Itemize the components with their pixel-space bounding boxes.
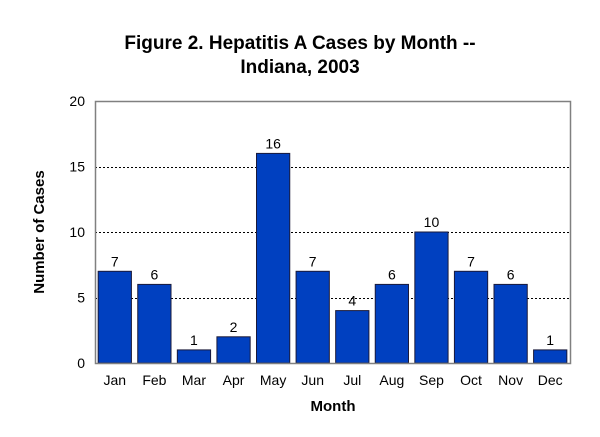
bar-oct	[453, 270, 489, 364]
bars	[97, 152, 568, 364]
x-tick-feb: Feb	[142, 372, 166, 388]
data-label-nov: 6	[507, 266, 515, 282]
chart-title-line-1: Figure 2. Hepatitis A Cases by Month --	[124, 33, 475, 54]
data-label-jul: 4	[348, 293, 356, 309]
x-tick-sep: Sep	[419, 372, 444, 388]
bar-nov	[493, 283, 528, 364]
bar-feb	[137, 283, 172, 364]
y-tick-15: 15	[69, 159, 85, 175]
bar-jan	[97, 270, 132, 364]
bar-apr	[216, 336, 251, 364]
bar-jun	[295, 270, 330, 364]
bar-dec	[533, 349, 568, 364]
bar-sep	[414, 231, 449, 364]
bar-aug	[374, 283, 409, 364]
gridlines	[95, 167, 570, 299]
data-labels: 7 6 1 2 16 7 4 6 10 7 6 1	[111, 135, 554, 348]
x-axis-label: Month	[311, 398, 356, 415]
x-tick-dec: Dec	[538, 372, 563, 388]
y-tick-10: 10	[69, 224, 85, 240]
data-label-feb: 6	[150, 266, 158, 282]
data-label-dec: 1	[546, 332, 554, 348]
data-label-jun: 7	[309, 253, 317, 269]
data-label-jan: 7	[111, 253, 119, 269]
bar-mar	[176, 349, 212, 364]
y-tick-labels: 0 5 10 15 20	[69, 93, 85, 371]
plot-border	[94, 100, 572, 365]
bar-may	[256, 152, 291, 364]
x-tick-labels: Jan Feb Mar Apr May Jun Jul Aug Sep Oct Nov Dec	[104, 372, 563, 388]
x-tick-mar: Mar	[182, 372, 206, 388]
data-label-aug: 6	[388, 266, 396, 282]
y-axis-label: Number of Cases	[31, 170, 48, 293]
y-tick-0: 0	[77, 355, 85, 371]
x-tick-jan: Jan	[104, 372, 127, 388]
x-tick-nov: Nov	[498, 372, 523, 388]
x-tick-apr: Apr	[223, 372, 245, 388]
data-label-apr: 2	[230, 319, 238, 335]
chart-title-line-2: Indiana, 2003	[240, 57, 359, 78]
plot-frame	[94, 100, 572, 365]
y-tick-20: 20	[69, 93, 85, 109]
x-tick-may: May	[260, 372, 286, 388]
y-tick-5: 5	[77, 290, 85, 306]
x-tick-oct: Oct	[460, 372, 482, 388]
x-tick-jun: Jun	[301, 372, 324, 388]
data-label-sep: 10	[424, 214, 440, 230]
bar-jul	[335, 310, 370, 364]
x-tick-jul: Jul	[343, 372, 361, 388]
data-label-oct: 7	[467, 253, 475, 269]
x-tick-aug: Aug	[379, 372, 404, 388]
data-label-mar: 1	[190, 332, 198, 348]
data-label-may: 16	[265, 135, 281, 151]
